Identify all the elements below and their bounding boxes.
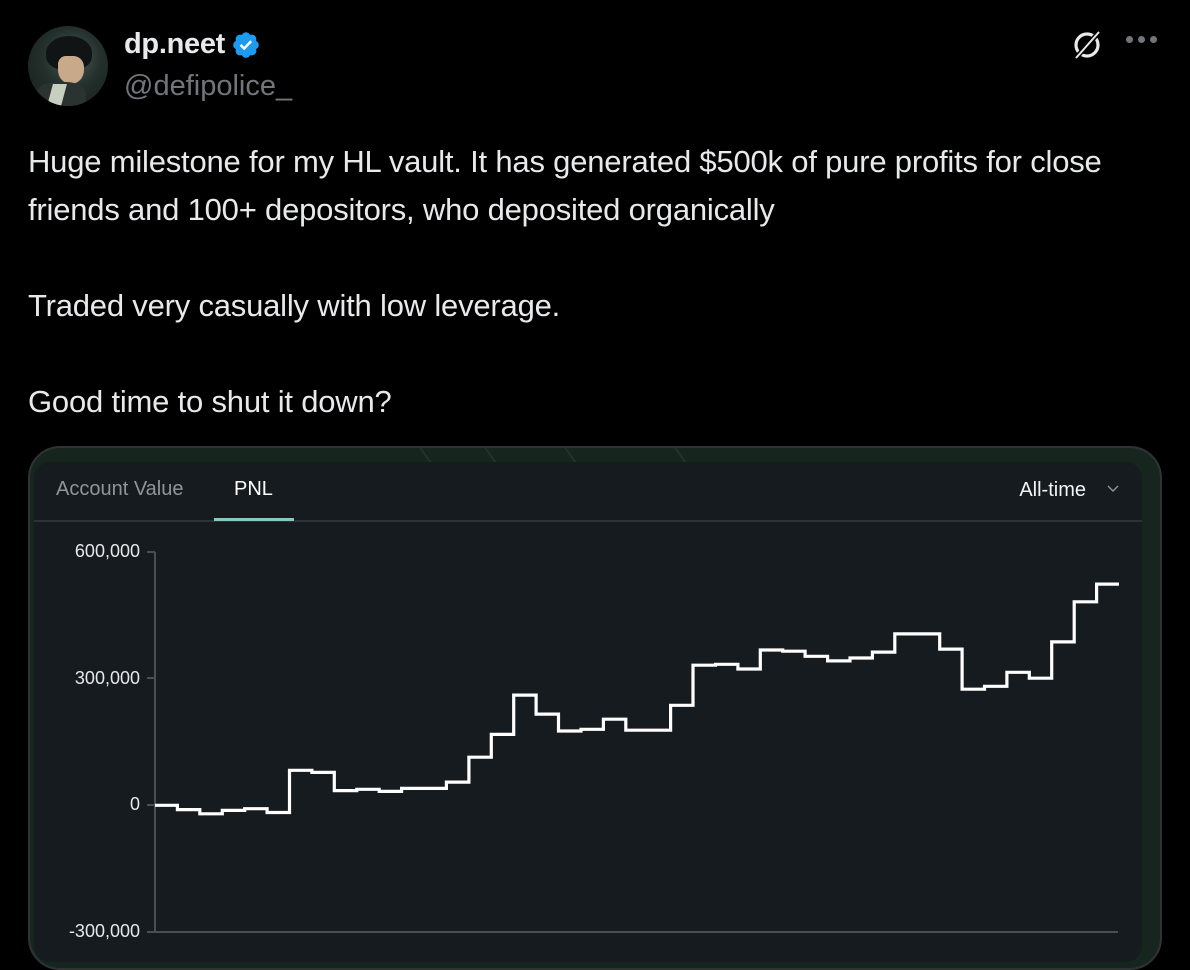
more-horizontal-icon[interactable]: [1126, 36, 1157, 43]
paragraph-gap: [28, 330, 1168, 378]
author-display-name[interactable]: dp.neet: [124, 28, 226, 60]
avatar-face: [58, 56, 84, 84]
tweet-paragraph: Huge milestone for my HL vault. It has g…: [28, 144, 1102, 227]
author-name-row: dp.neet: [124, 28, 261, 61]
active-tab-indicator: [214, 518, 294, 521]
pnl-step-chart[interactable]: [34, 462, 1142, 962]
time-range-select[interactable]: All-time: [1019, 479, 1086, 501]
y-tick-label: 300,000: [74, 668, 140, 688]
tweet-text: Huge milestone for my HL vault. It has g…: [28, 138, 1168, 426]
chevron-down-icon[interactable]: [1106, 482, 1120, 496]
verified-badge-icon: [233, 31, 259, 58]
tweet-paragraph: Good time to shut it down?: [28, 384, 392, 419]
y-axis: [147, 551, 156, 933]
tab-pnl[interactable]: PNL: [234, 478, 273, 500]
tweet-media-image[interactable]: Account Value PNL All-time 600,000 300,0…: [28, 446, 1162, 970]
more-dot: [1138, 36, 1145, 43]
y-tick-label: 600,000: [74, 541, 140, 561]
chart-tabs: Account Value PNL All-time: [34, 462, 1142, 522]
pnl-series-line: [155, 582, 1119, 816]
tab-account-value[interactable]: Account Value: [56, 478, 184, 500]
avatar[interactable]: [28, 26, 108, 106]
vault-chart-panel: Account Value PNL All-time 600,000 300,0…: [34, 462, 1142, 962]
more-dot: [1150, 36, 1157, 43]
grok-icon[interactable]: [1070, 28, 1104, 62]
paragraph-gap: [28, 234, 1168, 282]
more-dot: [1126, 36, 1133, 43]
author-handle[interactable]: @defipolice_: [124, 70, 293, 102]
y-tick-label: 0: [129, 794, 140, 814]
tweet-paragraph: Traded very casually with low leverage.: [28, 288, 561, 323]
y-tick-label: -300,000: [68, 921, 140, 941]
